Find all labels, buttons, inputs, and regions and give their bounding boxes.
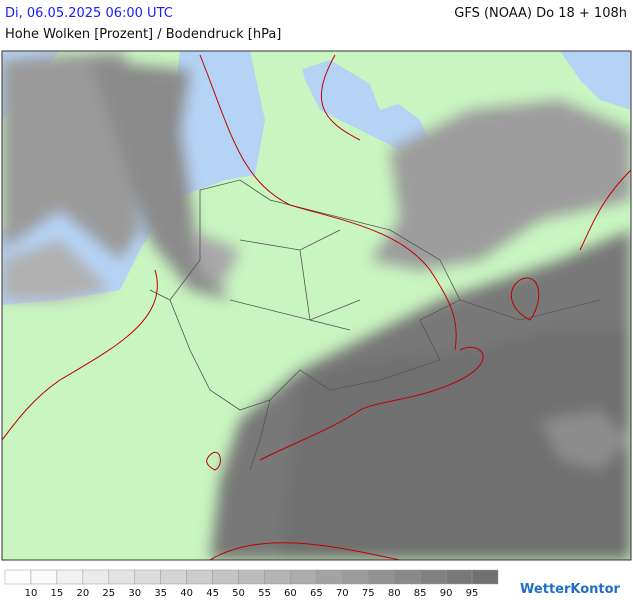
legend-tick-label: 30 [128,588,141,599]
legend-swatch [56,569,84,585]
legend-tick-label: 75 [362,588,375,599]
legend-tick-label: 90 [440,588,453,599]
legend-tick-label: 40 [180,588,193,599]
clouds [2,51,631,560]
legend-swatch [445,569,473,585]
model: GFS (NOAA) Do 18 + 108h [454,6,627,21]
legend-tick-label: 80 [388,588,401,599]
legend-swatch [264,569,291,585]
legend-swatch [30,569,58,585]
legend-tick-label: 15 [51,588,64,599]
legend-swatch [186,569,213,585]
legend-swatch [4,569,32,585]
legend-tick-label: 45 [206,588,219,599]
legend-tick-label: 60 [284,588,297,599]
legend-swatch [290,569,317,585]
legend-swatch [238,569,265,585]
legend-tick-label: 25 [102,588,115,599]
legend-swatch [316,569,343,585]
legend-tick-label: 10 [25,588,38,599]
legend-tick-label: 70 [336,588,349,599]
legend-tick-label: 55 [258,588,271,599]
borders [149,179,601,471]
date: Di, 06.05.2025 06:00 UTC [5,6,173,21]
map-area [2,51,631,560]
legend-tick-label: 65 [310,588,323,599]
legend-swatch [342,569,369,585]
legend-swatch [160,569,187,585]
legend-swatch [82,569,110,585]
legend-swatch [419,569,447,585]
legend-swatch [212,569,239,585]
legend-tick-label: 50 [232,588,245,599]
map-title: Hohe Wolken [Prozent] / Bodendruck [hPa] [5,27,282,42]
legend-swatch [134,569,161,585]
legend-swatch [471,569,499,585]
legend-swatch [108,569,135,585]
legend-tick-label: 85 [414,588,427,599]
legend-tick-label: 95 [466,588,479,599]
legend-swatch [368,569,395,585]
isobars [2,54,631,560]
legend-tick-label: 35 [154,588,167,599]
legend-swatch [393,569,421,585]
legend-tick-label: 20 [76,588,89,599]
logo: WetterKontor [520,582,621,597]
legend: 10 15 20 25 30 35 40 45 50 55 60 65 70 75 80 85 90 95 [4,569,499,599]
